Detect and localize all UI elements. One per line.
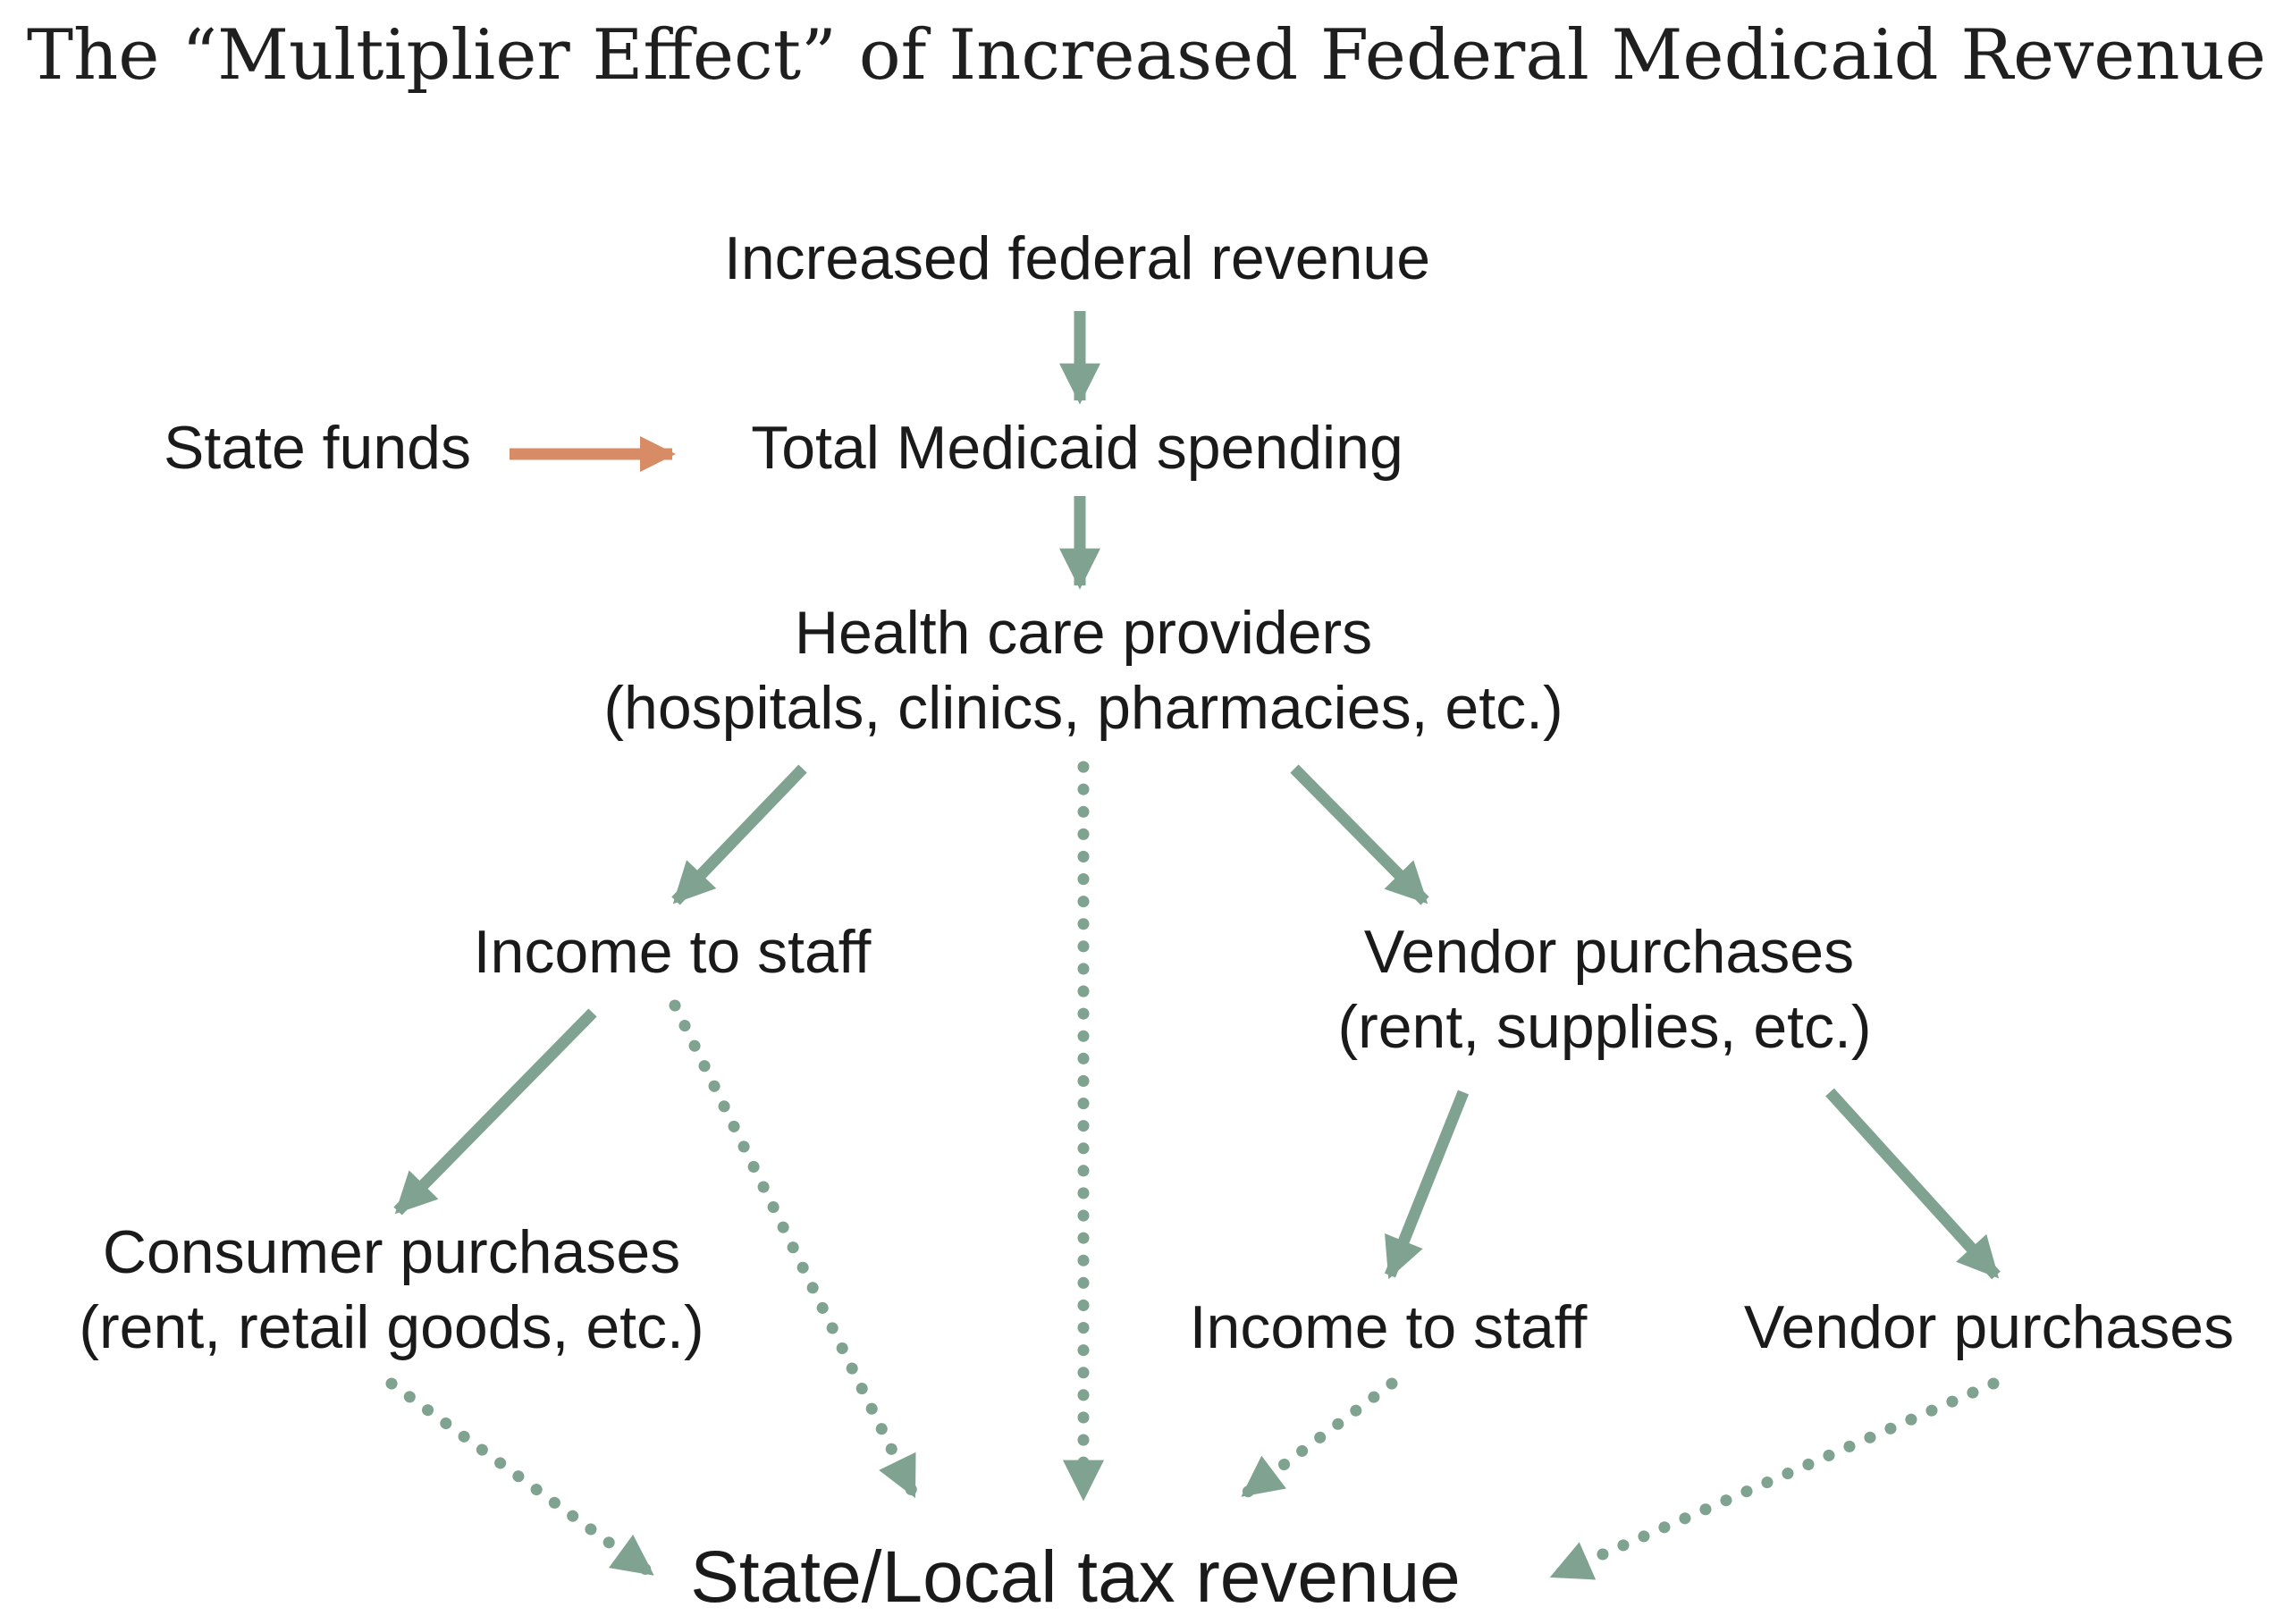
arrow-providers-to-vendor	[1290, 764, 1429, 905]
node-vendor-purchases-tier2: Vendor purchases	[1744, 1293, 2234, 1361]
arrow-vendor-to-income-staff-tier2	[1384, 1090, 1470, 1280]
node-total-medicaid: Total Medicaid spending	[751, 414, 1403, 482]
page-title: The “Multiplier Effect” of Increased Fed…	[27, 15, 2266, 96]
node-federal-revenue: Increased federal revenue	[724, 224, 1430, 292]
arrow-providers-to-income-staff	[671, 764, 807, 905]
node-income-staff: Income to staff	[474, 918, 872, 986]
node-vendor-purchases: Vendor purchases	[1364, 918, 1854, 986]
arrow-vendor-to-vendor-tier2	[1825, 1088, 2001, 1280]
node-tax-revenue: State/Local tax revenue	[690, 1536, 1461, 1618]
node-state-funds: State funds	[164, 414, 471, 482]
arrow-vendor-tier2-to-tax-revenue	[1547, 1377, 2000, 1582]
arrow-income-staff-to-tax-revenue	[669, 999, 920, 1501]
arrow-income-staff-to-consumer	[393, 1008, 597, 1216]
node-income-staff-tier2: Income to staff	[1190, 1293, 1588, 1361]
node-consumer-purchases: Consumer purchases	[103, 1218, 680, 1286]
node-consumer-purchases-subtitle: (rent, retail goods, etc.)	[79, 1293, 704, 1361]
arrow-income-staff-tier2-to-tax-revenue	[1238, 1377, 1398, 1501]
node-providers-title: Health care providers	[795, 599, 1372, 667]
arrow-consumer-to-tax-revenue	[385, 1377, 657, 1579]
node-providers-subtitle: (hospitals, clinics, pharmacies, etc.)	[603, 674, 1563, 742]
node-vendor-purchases-subtitle: (rent, supplies, etc.)	[1337, 993, 1871, 1061]
